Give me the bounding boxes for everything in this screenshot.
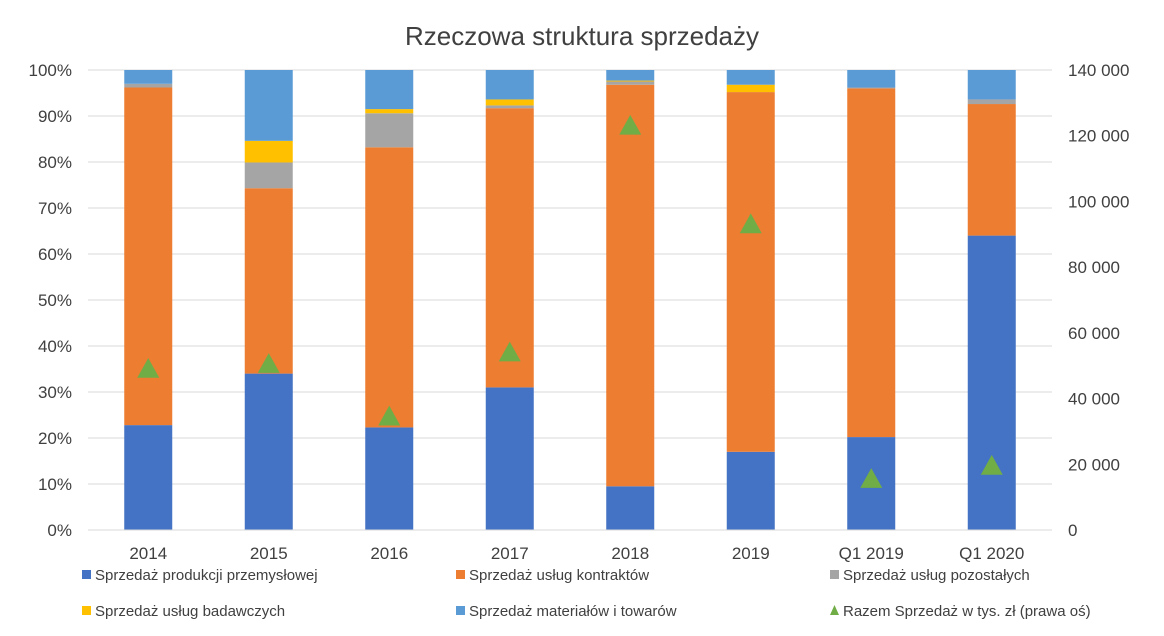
bar-segment [606, 80, 655, 82]
bar-segment [485, 105, 534, 109]
y-right-tick-label: 140 000 [1068, 61, 1129, 80]
axes: 0% 10% 20% 30% 40% 50% 60% 70% 80% 90% 100% 0 20 000… [29, 61, 1130, 563]
bar-segment [726, 70, 775, 85]
x-tick-label: 2016 [370, 544, 408, 563]
bar-segment [244, 188, 293, 374]
bar-segment [485, 70, 534, 100]
x-tick-label: 2017 [491, 544, 529, 563]
y-left-tick-label: 50% [38, 291, 72, 310]
legend-label: Sprzedaż materiałów i towarów [469, 603, 677, 620]
bar-segment [365, 147, 414, 428]
bar-segment [124, 425, 173, 530]
total-sales-marker [980, 454, 1003, 475]
legend: Sprzedaż produkcji przemysłowej Sprzedaż … [82, 567, 1091, 620]
legend-swatch [82, 606, 91, 615]
legend-label: Sprzedaż usług kontraktów [469, 567, 649, 584]
x-tick-label: Q1 2019 [839, 544, 904, 563]
y-left-tick-label: 0% [47, 521, 72, 540]
x-tick-label: Q1 2020 [959, 544, 1024, 563]
total-sales-marker [378, 405, 401, 426]
bar-segment [244, 140, 293, 163]
bar-segment [485, 387, 534, 530]
bar-segment [485, 108, 534, 388]
bar-segment [485, 99, 534, 106]
x-tick-label: 2015 [250, 544, 288, 563]
bar-segment [606, 486, 655, 530]
bar-segment [244, 373, 293, 530]
bar-segment [365, 113, 414, 148]
bar-segment [124, 83, 173, 88]
legend-swatch [82, 570, 91, 579]
bar-segment [847, 70, 896, 88]
bar-segment [244, 162, 293, 189]
y-left-tick-label: 90% [38, 107, 72, 126]
bar-segment [847, 87, 896, 89]
bar-segment [967, 70, 1016, 100]
total-sales-marker [257, 353, 280, 373]
total-sales-marker [498, 341, 521, 362]
legend-marker [830, 605, 839, 615]
bar-segment [967, 104, 1016, 236]
bar-segment [124, 70, 173, 84]
x-tick-label: 2019 [732, 544, 770, 563]
bar-segment [967, 235, 1016, 530]
total-sales-marker [137, 358, 160, 378]
legend-label: Sprzedaż usług badawczych [95, 603, 285, 620]
bar-segment [726, 451, 775, 530]
legend-swatch [456, 570, 465, 579]
bar-segment [606, 81, 655, 85]
y-right-tick-label: 60 000 [1068, 324, 1120, 343]
y-left-tick-label: 20% [38, 429, 72, 448]
bar-segment [847, 88, 896, 438]
bar-segment [244, 70, 293, 141]
y-left-tick-label: 100% [29, 61, 72, 80]
bars [124, 70, 1016, 530]
bar-segment [365, 70, 414, 110]
grid [88, 69, 1052, 531]
legend-swatch [830, 570, 839, 579]
y-left-tick-label: 30% [38, 383, 72, 402]
bar-segment [606, 84, 655, 487]
legend-label: Sprzedaż usług pozostałych [843, 567, 1030, 584]
x-tick-label: 2018 [611, 544, 649, 563]
chart-title: Rzeczowa struktura sprzedaży [405, 21, 759, 51]
bar-segment [365, 109, 414, 114]
bar-segment [967, 99, 1016, 105]
legend-label: Sprzedaż produkcji przemysłowej [95, 567, 318, 584]
total-sales-marker [739, 213, 762, 234]
y-right-tick-label: 40 000 [1068, 390, 1120, 409]
bar-segment [726, 92, 775, 452]
y-right-tick-label: 120 000 [1068, 127, 1129, 146]
total-sales-marker [860, 468, 883, 488]
legend-swatch [456, 606, 465, 615]
y-right-tick-label: 80 000 [1068, 258, 1120, 277]
y-left-tick-label: 40% [38, 337, 72, 356]
x-tick-label: 2014 [129, 544, 167, 563]
total-sales-marker [619, 114, 642, 135]
y-left-tick-label: 60% [38, 245, 72, 264]
bar-segment [606, 70, 655, 81]
y-left-tick-label: 80% [38, 153, 72, 172]
y-left-tick-label: 10% [38, 475, 72, 494]
bar-segment [726, 84, 775, 93]
legend-label: Razem Sprzedaż w tys. zł (prawa oś) [843, 603, 1091, 620]
y-right-tick-label: 0 [1068, 521, 1077, 540]
y-left-tick-label: 70% [38, 199, 72, 218]
markers [137, 114, 1003, 488]
bar-segment [365, 427, 414, 530]
y-right-tick-label: 20 000 [1068, 455, 1120, 474]
y-right-tick-label: 100 000 [1068, 192, 1129, 211]
